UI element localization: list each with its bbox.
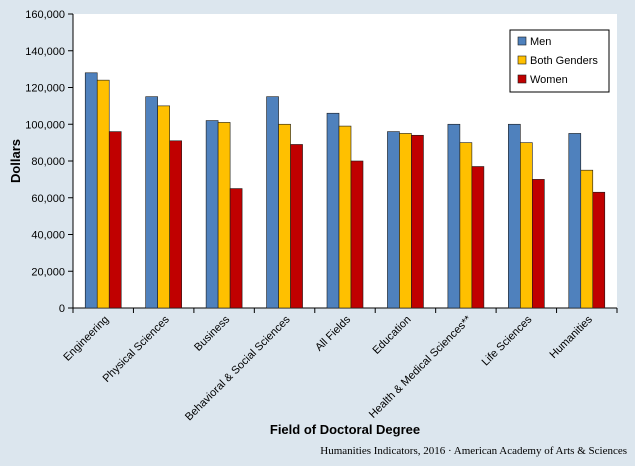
x-tick-label: All Fields (313, 313, 353, 353)
bar (350, 160, 364, 309)
y-tick-label: 60,000 (31, 193, 65, 205)
bar (326, 112, 340, 309)
bars (84, 72, 606, 309)
bar (108, 131, 122, 309)
legend-label: Women (530, 74, 568, 86)
x-tick-label: Engineering (61, 314, 111, 364)
x-tick-label: Behavioral & Social Sciences (183, 313, 293, 423)
legend-swatch (517, 55, 527, 65)
bar (84, 72, 98, 309)
x-tick-label: Education (370, 314, 413, 357)
y-tick-label: 20,000 (31, 266, 65, 278)
bar (145, 96, 158, 309)
x-tick-label: Business (192, 313, 232, 353)
bar (266, 96, 279, 309)
bar (592, 191, 606, 309)
x-tick-label: Physical Sciences (101, 313, 173, 385)
legend-swatch (517, 74, 527, 84)
bar (229, 188, 243, 309)
bar (157, 105, 170, 309)
y-axis-title: Dollars (8, 139, 23, 183)
bar (96, 79, 110, 309)
bar (568, 133, 582, 309)
source-credit: Humanities Indicators, 2016 · American A… (320, 445, 627, 457)
bar (411, 134, 424, 309)
y-tick-label: 80,000 (31, 156, 65, 168)
bar (387, 131, 400, 309)
legend-label: Both Genders (530, 55, 598, 67)
bar (532, 179, 545, 309)
x-axis-title: Field of Doctoral Degree (270, 422, 420, 437)
bar (290, 144, 303, 309)
x-tick-label: Life Sciences (480, 313, 535, 368)
legend: Men Both Genders Women (509, 29, 610, 93)
y-tick-label: 140,000 (25, 46, 65, 58)
y-tick-label: 100,000 (25, 119, 65, 131)
bar (217, 122, 231, 309)
x-tick-label: Health & Medical Sciences** (367, 313, 475, 421)
y-tick-label: 0 (59, 303, 65, 315)
bar (338, 125, 352, 309)
legend-label: Men (530, 36, 551, 48)
bar (399, 133, 412, 309)
y-tick-label: 160,000 (25, 9, 65, 21)
bar (580, 169, 594, 309)
bar (169, 140, 182, 309)
bar (508, 123, 521, 309)
y-tick-label: 120,000 (25, 83, 65, 95)
y-tick-label: 40,000 (31, 230, 65, 242)
bar (205, 120, 219, 309)
legend-box (509, 29, 610, 93)
x-tick-label: Humanities (548, 313, 596, 361)
bar (278, 123, 291, 309)
bar (447, 123, 461, 309)
bar (520, 142, 533, 309)
legend-swatch (517, 36, 527, 46)
bar (471, 166, 485, 309)
bar (459, 142, 473, 309)
y-axis: 0 20,000 40,000 60,000 80,000 100,000 120,000 1… (25, 9, 74, 315)
